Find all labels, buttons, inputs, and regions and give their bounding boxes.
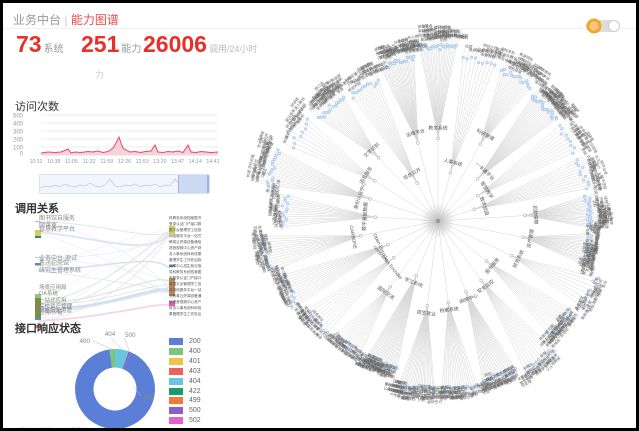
svg-text:10:38: 10:38 [47,159,60,165]
svg-text:404: 404 [105,331,116,338]
svg-text:11:05: 11:05 [65,159,78,165]
svg-text:300: 300 [13,130,24,136]
svg-text:200: 200 [143,394,154,401]
svg-text:500: 500 [13,114,24,120]
svg-text:11:32: 11:32 [83,159,96,165]
svg-text:11:59: 11:59 [100,159,113,165]
svg-text:14:41: 14:41 [206,159,219,165]
svg-text:12:53: 12:53 [136,159,149,165]
svg-text:13:47: 13:47 [171,159,184,165]
svg-text:据处考: 据处考 [585,224,590,235]
svg-text:500: 500 [125,332,136,339]
svg-text:教务系统: 教务系统 [428,124,447,131]
svg-text:12:26: 12:26 [118,159,131,165]
svg-text:400: 400 [13,122,24,128]
svg-text:用审: 用审 [609,217,614,225]
svg-text:10:11: 10:11 [30,159,43,165]
svg-text:0: 0 [20,152,24,158]
svg-text:400: 400 [79,338,90,345]
svg-text:批事学: 批事学 [257,225,263,237]
svg-text:13:20: 13:20 [153,159,166,165]
svg-text:信息公开: 信息公开 [402,166,422,181]
svg-text:200: 200 [13,138,24,144]
svg-text:国际交流: 国际交流 [376,284,396,301]
svg-text:14:14: 14:14 [189,159,202,165]
